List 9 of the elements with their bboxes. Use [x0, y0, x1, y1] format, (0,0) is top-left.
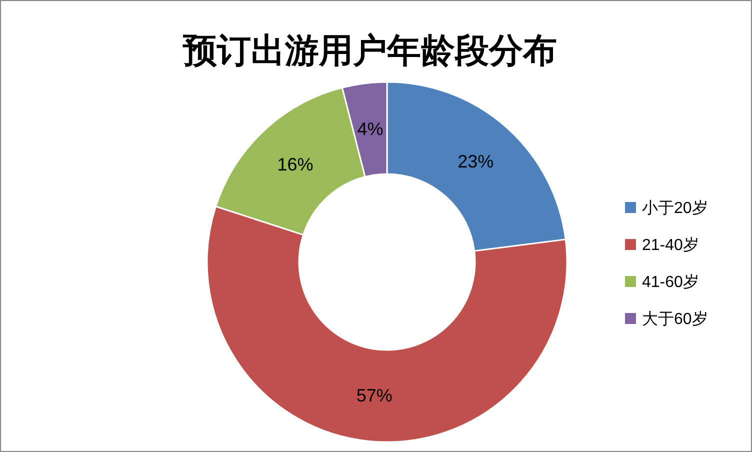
data-label: 16%	[277, 154, 314, 174]
legend-label: 大于60岁	[642, 310, 708, 328]
data-label: 4%	[357, 119, 384, 140]
chart-title: 预订出游用户年龄段分布	[182, 32, 557, 70]
legend-label: 21-40岁	[642, 236, 699, 254]
legend-label: 小于20岁	[642, 199, 708, 217]
data-label: 57%	[356, 385, 392, 406]
data-label: 23%	[458, 151, 494, 172]
legend-label: 41-60岁	[642, 273, 699, 291]
